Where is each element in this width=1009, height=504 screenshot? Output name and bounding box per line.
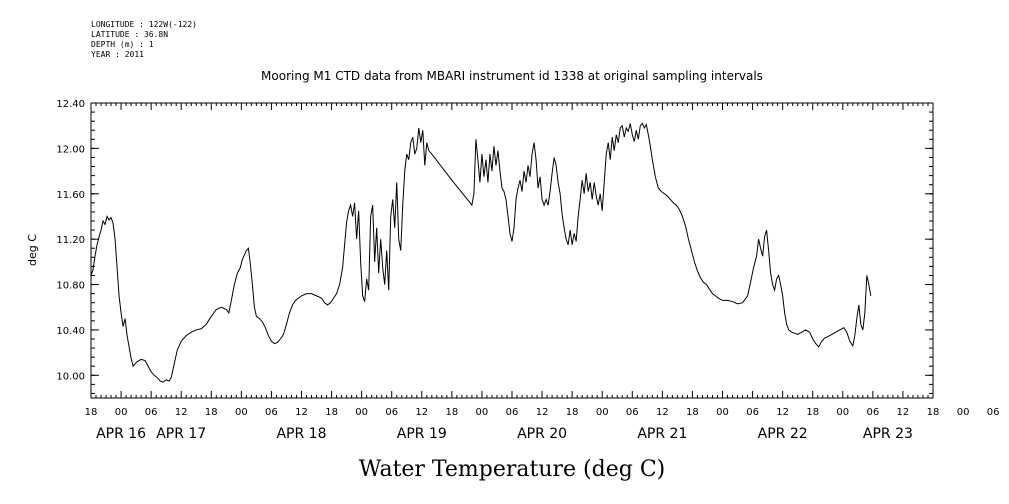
x-tick-label: 18 — [325, 407, 338, 418]
x-tick-label: 18 — [686, 407, 699, 418]
x-tick-label: 18 — [566, 407, 579, 418]
x-tick-label: 12 — [415, 407, 428, 418]
x-tick-label: 00 — [355, 407, 368, 418]
x-date-label: APR 21 — [637, 426, 687, 442]
x-tick-label: 00 — [476, 407, 489, 418]
x-tick-label: 12 — [656, 407, 669, 418]
x-date-label: APR 16 — [96, 426, 146, 442]
metadata-block: LONGITUDE : 122W(-122) LATITUDE : 36.8N … — [91, 20, 197, 60]
x-tick-label: 00 — [716, 407, 729, 418]
x-date-label: APR 20 — [517, 426, 567, 442]
x-tick-label: 12 — [897, 407, 910, 418]
series-line — [90, 122, 872, 383]
x-tick-label: 06 — [385, 407, 398, 418]
x-tick-label: 06 — [265, 407, 278, 418]
x-tick-label: 12 — [175, 407, 188, 418]
metadata-depth: DEPTH (m) : 1 — [91, 40, 154, 49]
x-tick-label: 12 — [295, 407, 308, 418]
x-date-label: APR 19 — [397, 426, 447, 442]
x-date-label: APR 23 — [863, 426, 913, 442]
metadata-year: YEAR : 2011 — [91, 50, 144, 59]
x-tick-label: 00 — [235, 407, 248, 418]
metadata-longitude: LONGITUDE : 122W(-122) — [91, 20, 197, 29]
x-tick-label: 00 — [957, 407, 970, 418]
x-tick-label: 00 — [115, 407, 128, 418]
x-tick-label: 06 — [746, 407, 759, 418]
x-axis: 18 00 06 12 18 00 06 12 18 00 06 12 18 00 06 12 18 00 06 12… — [85, 103, 1000, 442]
x-tick-label: 18 — [445, 407, 458, 418]
x-tick-label: 00 — [596, 407, 609, 418]
x-tick-label: 06 — [145, 407, 158, 418]
y-tick-label: 10.80 — [56, 281, 85, 292]
y-axis-label: deg C — [26, 234, 39, 266]
y-tick-label: 12.00 — [56, 144, 85, 155]
x-date-label: APR 22 — [758, 426, 808, 442]
y-tick-label: 10.40 — [56, 326, 85, 337]
x-tick-label: 06 — [506, 407, 519, 418]
x-tick-label: 12 — [536, 407, 549, 418]
x-tick-label: 18 — [927, 407, 940, 418]
x-tick-label: 00 — [836, 407, 849, 418]
y-tick-label: 10.00 — [56, 371, 85, 382]
x-tick-label: 18 — [806, 407, 819, 418]
x-tick-label: 12 — [776, 407, 789, 418]
y-tick-label: 11.20 — [56, 235, 85, 246]
y-tick-label: 12.40 — [56, 99, 85, 110]
x-tick-label: 06 — [626, 407, 639, 418]
x-tick-label: 18 — [205, 407, 218, 418]
x-tick-label: 06 — [987, 407, 1000, 418]
metadata-latitude: LATITUDE : 36.8N — [91, 30, 169, 39]
y-axis: 10.00 10.40 10.80 11.20 11.60 12.00 12.40 — [56, 99, 933, 394]
x-date-label: APR 18 — [276, 426, 326, 442]
plot-frame — [90, 102, 934, 399]
x-tick-label: 18 — [85, 407, 98, 418]
x-tick-label: 06 — [866, 407, 879, 418]
y-tick-label: 11.60 — [56, 190, 85, 201]
x-date-label: APR 17 — [156, 426, 206, 442]
x-axis-label: Water Temperature (deg C) — [359, 457, 666, 482]
chart-title: Mooring M1 CTD data from MBARI instrumen… — [261, 69, 763, 83]
